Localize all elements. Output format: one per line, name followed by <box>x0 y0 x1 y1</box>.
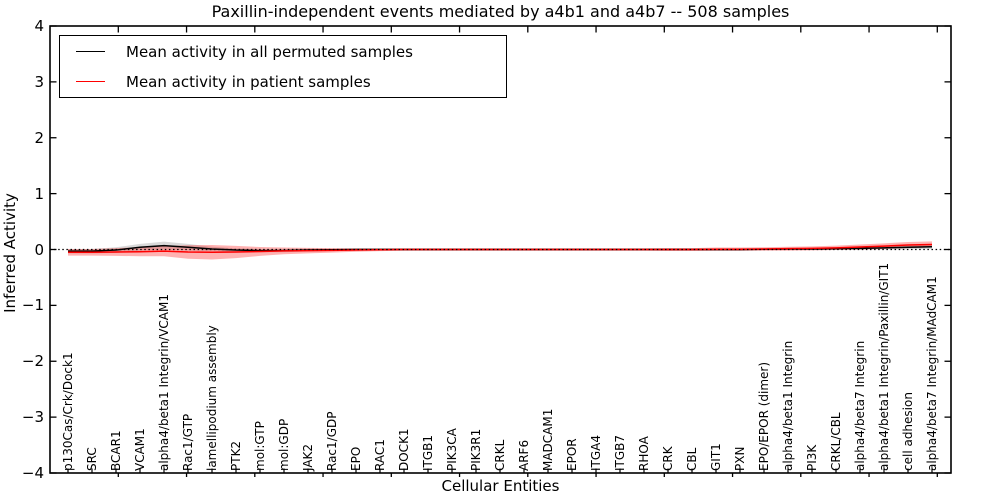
x-category-label: CRK <box>660 446 675 471</box>
x-category-label: alpha4/beta7 Integrin/MAdCAM1 <box>924 276 939 471</box>
x-category-label: DOCK1 <box>396 428 411 471</box>
patient-line-swatch <box>76 81 105 82</box>
x-category-label: CRKL <box>492 439 507 471</box>
x-category-label: alpha4/beta7 Integrin <box>852 340 867 471</box>
x-category-label: CRKL/CBL <box>828 412 843 471</box>
x-category-label: ITGB7 <box>612 434 627 471</box>
y-tick-label: 2 <box>34 128 44 147</box>
x-category-label: SRC <box>84 447 99 471</box>
x-category-label: JAK2 <box>300 443 315 471</box>
y-tick-label: 3 <box>34 72 44 91</box>
x-category-label: RAC1 <box>372 439 387 471</box>
x-category-label: alpha4/beta1 Integrin <box>780 340 795 471</box>
x-category-label: PIK3CA <box>444 428 459 471</box>
permuted-line-swatch <box>76 51 105 52</box>
legend-label-patient: Mean activity in patient samples <box>126 72 371 91</box>
x-category-label: PTK2 <box>228 440 243 471</box>
x-category-label: CBL <box>684 447 699 471</box>
x-category-label: Rac1/GDP <box>324 411 339 471</box>
x-category-label: GIT1 <box>708 443 723 471</box>
x-category-label: VCAM1 <box>132 428 147 471</box>
x-category-label: BCAR1 <box>108 430 123 471</box>
chart-title: Paxillin-independent events mediated by … <box>211 2 790 21</box>
x-category-label: ITGA4 <box>588 434 603 471</box>
x-axis-label: Cellular Entities <box>441 477 560 495</box>
x-category-label: PIK3R1 <box>468 428 483 471</box>
x-category-label: alpha4/beta1 Integrin/Paxillin/GIT1 <box>876 262 891 471</box>
y-axis-label: Inferred Activity <box>1 193 19 313</box>
y-tick-label: −1 <box>21 296 44 315</box>
x-category-label: mol:GDP <box>276 418 291 471</box>
x-category-label: ARF6 <box>516 439 531 471</box>
y-tick-label: −2 <box>21 352 44 371</box>
x-category-label: EPO/EPOR (dimer) <box>756 361 771 471</box>
y-tick-label: 0 <box>34 240 44 259</box>
legend-entry-patient: Mean activity in patient samples <box>60 67 506 97</box>
x-category-label: PI3K <box>804 444 819 471</box>
x-category-label: cell adhesion <box>900 392 915 471</box>
confidence-band-patient <box>68 241 932 260</box>
y-tick-label: −4 <box>21 464 44 482</box>
x-category-label: p130Cas/Crk/Dock1 <box>60 352 75 471</box>
y-tick-label: 1 <box>34 184 44 203</box>
x-category-label: mol:GTP <box>252 421 267 471</box>
y-tick-label: 4 <box>34 17 44 35</box>
mean-line-patient <box>68 243 933 254</box>
x-category-label: RHOA <box>636 436 651 471</box>
x-category-label: MADCAM1 <box>540 408 555 471</box>
x-category-label: Rac1/GTP <box>180 413 195 471</box>
x-category-label: alpha4/beta1 Integrin/VCAM1 <box>156 294 171 471</box>
x-category-label: EPO <box>348 446 363 471</box>
x-category-label: ITGB1 <box>420 434 435 471</box>
legend: Mean activity in all permuted samples Me… <box>59 35 507 98</box>
x-category-label: PXN <box>732 446 747 471</box>
y-tick-label: −3 <box>21 408 44 427</box>
x-category-label: lamellipodium assembly <box>204 325 219 471</box>
x-category-label: EPOR <box>564 438 579 471</box>
legend-entry-permuted: Mean activity in all permuted samples <box>60 37 506 67</box>
legend-label-permuted: Mean activity in all permuted samples <box>126 42 413 61</box>
